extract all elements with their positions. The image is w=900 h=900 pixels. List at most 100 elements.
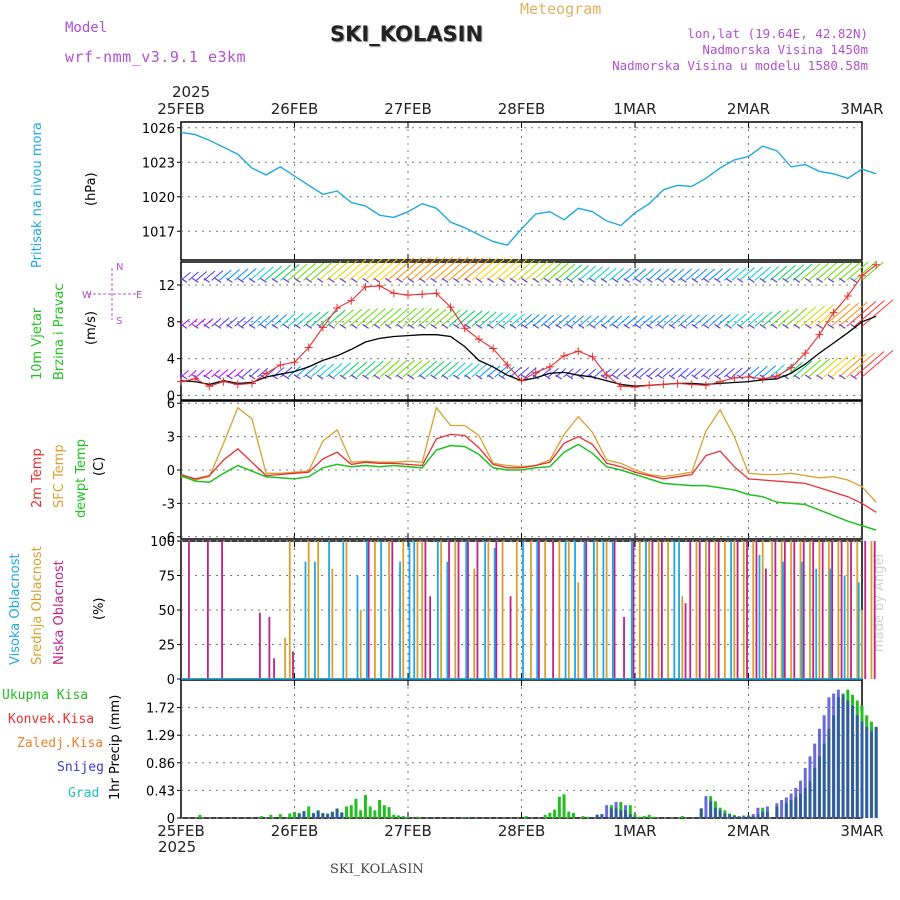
precip-total-bar xyxy=(378,800,382,818)
wind-barb xyxy=(479,311,497,327)
wind-direction-arrow xyxy=(498,374,506,380)
wind-barb xyxy=(272,314,288,327)
wind-direction-arrow xyxy=(793,374,801,380)
wind-barb xyxy=(486,365,501,378)
wind-direction-arrow xyxy=(577,323,585,329)
precip-total-bar xyxy=(269,814,273,818)
precip-total-bar xyxy=(345,806,349,818)
y-tick-label: 75 xyxy=(158,570,175,585)
precip-total-bar xyxy=(278,814,282,818)
wind-barb xyxy=(195,369,205,378)
precip-snow-bar xyxy=(836,689,840,818)
wind-barb xyxy=(371,307,394,327)
wind-direction-arrow xyxy=(328,374,335,380)
product-title: Meteogram xyxy=(520,0,602,18)
wind-direction-arrow xyxy=(464,374,472,380)
precip-snow-bar xyxy=(851,705,855,818)
wind-barb xyxy=(655,314,669,327)
wind-direction-arrow xyxy=(657,323,665,329)
wind-barb xyxy=(410,360,431,378)
legend-total-rain: Ukupna Kisa xyxy=(2,688,89,703)
wind-gust-marker xyxy=(333,304,342,312)
wind-barb xyxy=(517,313,533,327)
wind-direction-arrow xyxy=(180,374,188,380)
wind-direction-arrow xyxy=(260,374,267,380)
precip-snow-bar xyxy=(865,726,869,818)
wind-barb xyxy=(249,267,266,281)
y-tick-label: 1020 xyxy=(142,191,175,206)
wind-barb xyxy=(700,368,712,378)
wind-barb xyxy=(769,309,790,327)
wind-gust-marker xyxy=(787,363,796,372)
wind-barb xyxy=(394,307,417,327)
wind-direction-arrow xyxy=(237,374,245,380)
precip-total-bar xyxy=(373,810,377,818)
precip-snow-bar xyxy=(297,814,301,818)
wind-barb xyxy=(815,357,840,378)
wind-barb xyxy=(570,265,589,281)
precip-snow-bar xyxy=(718,810,722,818)
wind-barb xyxy=(280,366,293,378)
wind-barb xyxy=(517,367,530,378)
precip-snow-bar xyxy=(742,815,746,818)
wind-barb xyxy=(746,312,764,327)
precip-total-bar xyxy=(647,814,651,818)
wind-direction-arrow xyxy=(214,277,222,283)
wind-gust-marker xyxy=(531,368,540,377)
wind-direction-arrow xyxy=(192,277,199,283)
wind-direction-arrow xyxy=(373,374,381,380)
y-tick-label: 0.86 xyxy=(146,757,175,772)
wind-gust-marker xyxy=(602,371,611,380)
wind-barb xyxy=(272,264,291,281)
wind-barb xyxy=(685,314,700,327)
wind-barb xyxy=(555,314,570,327)
wind-direction-arrow xyxy=(646,374,653,380)
wind-gust-marker xyxy=(744,373,753,381)
wind-gust-marker xyxy=(177,377,185,386)
precip-snow-bar xyxy=(813,743,817,818)
wind-direction-arrow xyxy=(498,323,506,329)
wind-direction-arrow xyxy=(691,323,699,329)
wind-barb xyxy=(486,258,513,281)
precip-snow-bar xyxy=(775,803,779,818)
wind-barb xyxy=(815,262,837,281)
wind-barb xyxy=(226,317,238,327)
wind-direction-arrow xyxy=(203,277,211,283)
wind-barb xyxy=(356,308,379,327)
wind-barb xyxy=(540,262,562,281)
wind-direction-arrow xyxy=(793,277,801,283)
wind-barb xyxy=(624,268,639,281)
wind-direction-arrow xyxy=(350,374,358,380)
wind-direction-arrow xyxy=(475,277,483,283)
wind-barb xyxy=(846,300,877,327)
precip-snow-bar xyxy=(316,810,320,818)
precip-snow-bar xyxy=(728,814,732,818)
wind-barb xyxy=(708,314,724,327)
wind-barb xyxy=(731,367,743,378)
wind-barb xyxy=(287,263,308,281)
wind-barb xyxy=(846,352,876,378)
wind-barb xyxy=(647,315,661,327)
wind-direction-arrow xyxy=(509,277,517,283)
wind-barb xyxy=(463,310,483,327)
wind-barb xyxy=(425,360,445,378)
wind-barb xyxy=(502,313,518,327)
wind-direction-arrow xyxy=(680,374,687,380)
wind-gust-marker xyxy=(645,381,654,390)
precip-total-bar xyxy=(406,816,410,818)
wind-direction-arrow xyxy=(770,323,778,329)
wind-direction-arrow xyxy=(521,277,528,283)
wind-barb xyxy=(280,313,296,327)
wind-barb xyxy=(639,268,654,281)
wind-direction-arrow xyxy=(203,323,211,329)
wind-barb xyxy=(310,364,326,378)
wind-barb xyxy=(195,318,206,327)
precip-total-bar xyxy=(363,794,367,818)
precip-total-bar xyxy=(392,814,396,818)
wind-direction-arrow xyxy=(464,277,472,283)
wind-gust-marker xyxy=(247,379,256,388)
wind-barb xyxy=(463,257,491,281)
wind-barb xyxy=(310,311,329,327)
wind-barb xyxy=(387,257,415,281)
precip-total-bar xyxy=(397,815,401,818)
